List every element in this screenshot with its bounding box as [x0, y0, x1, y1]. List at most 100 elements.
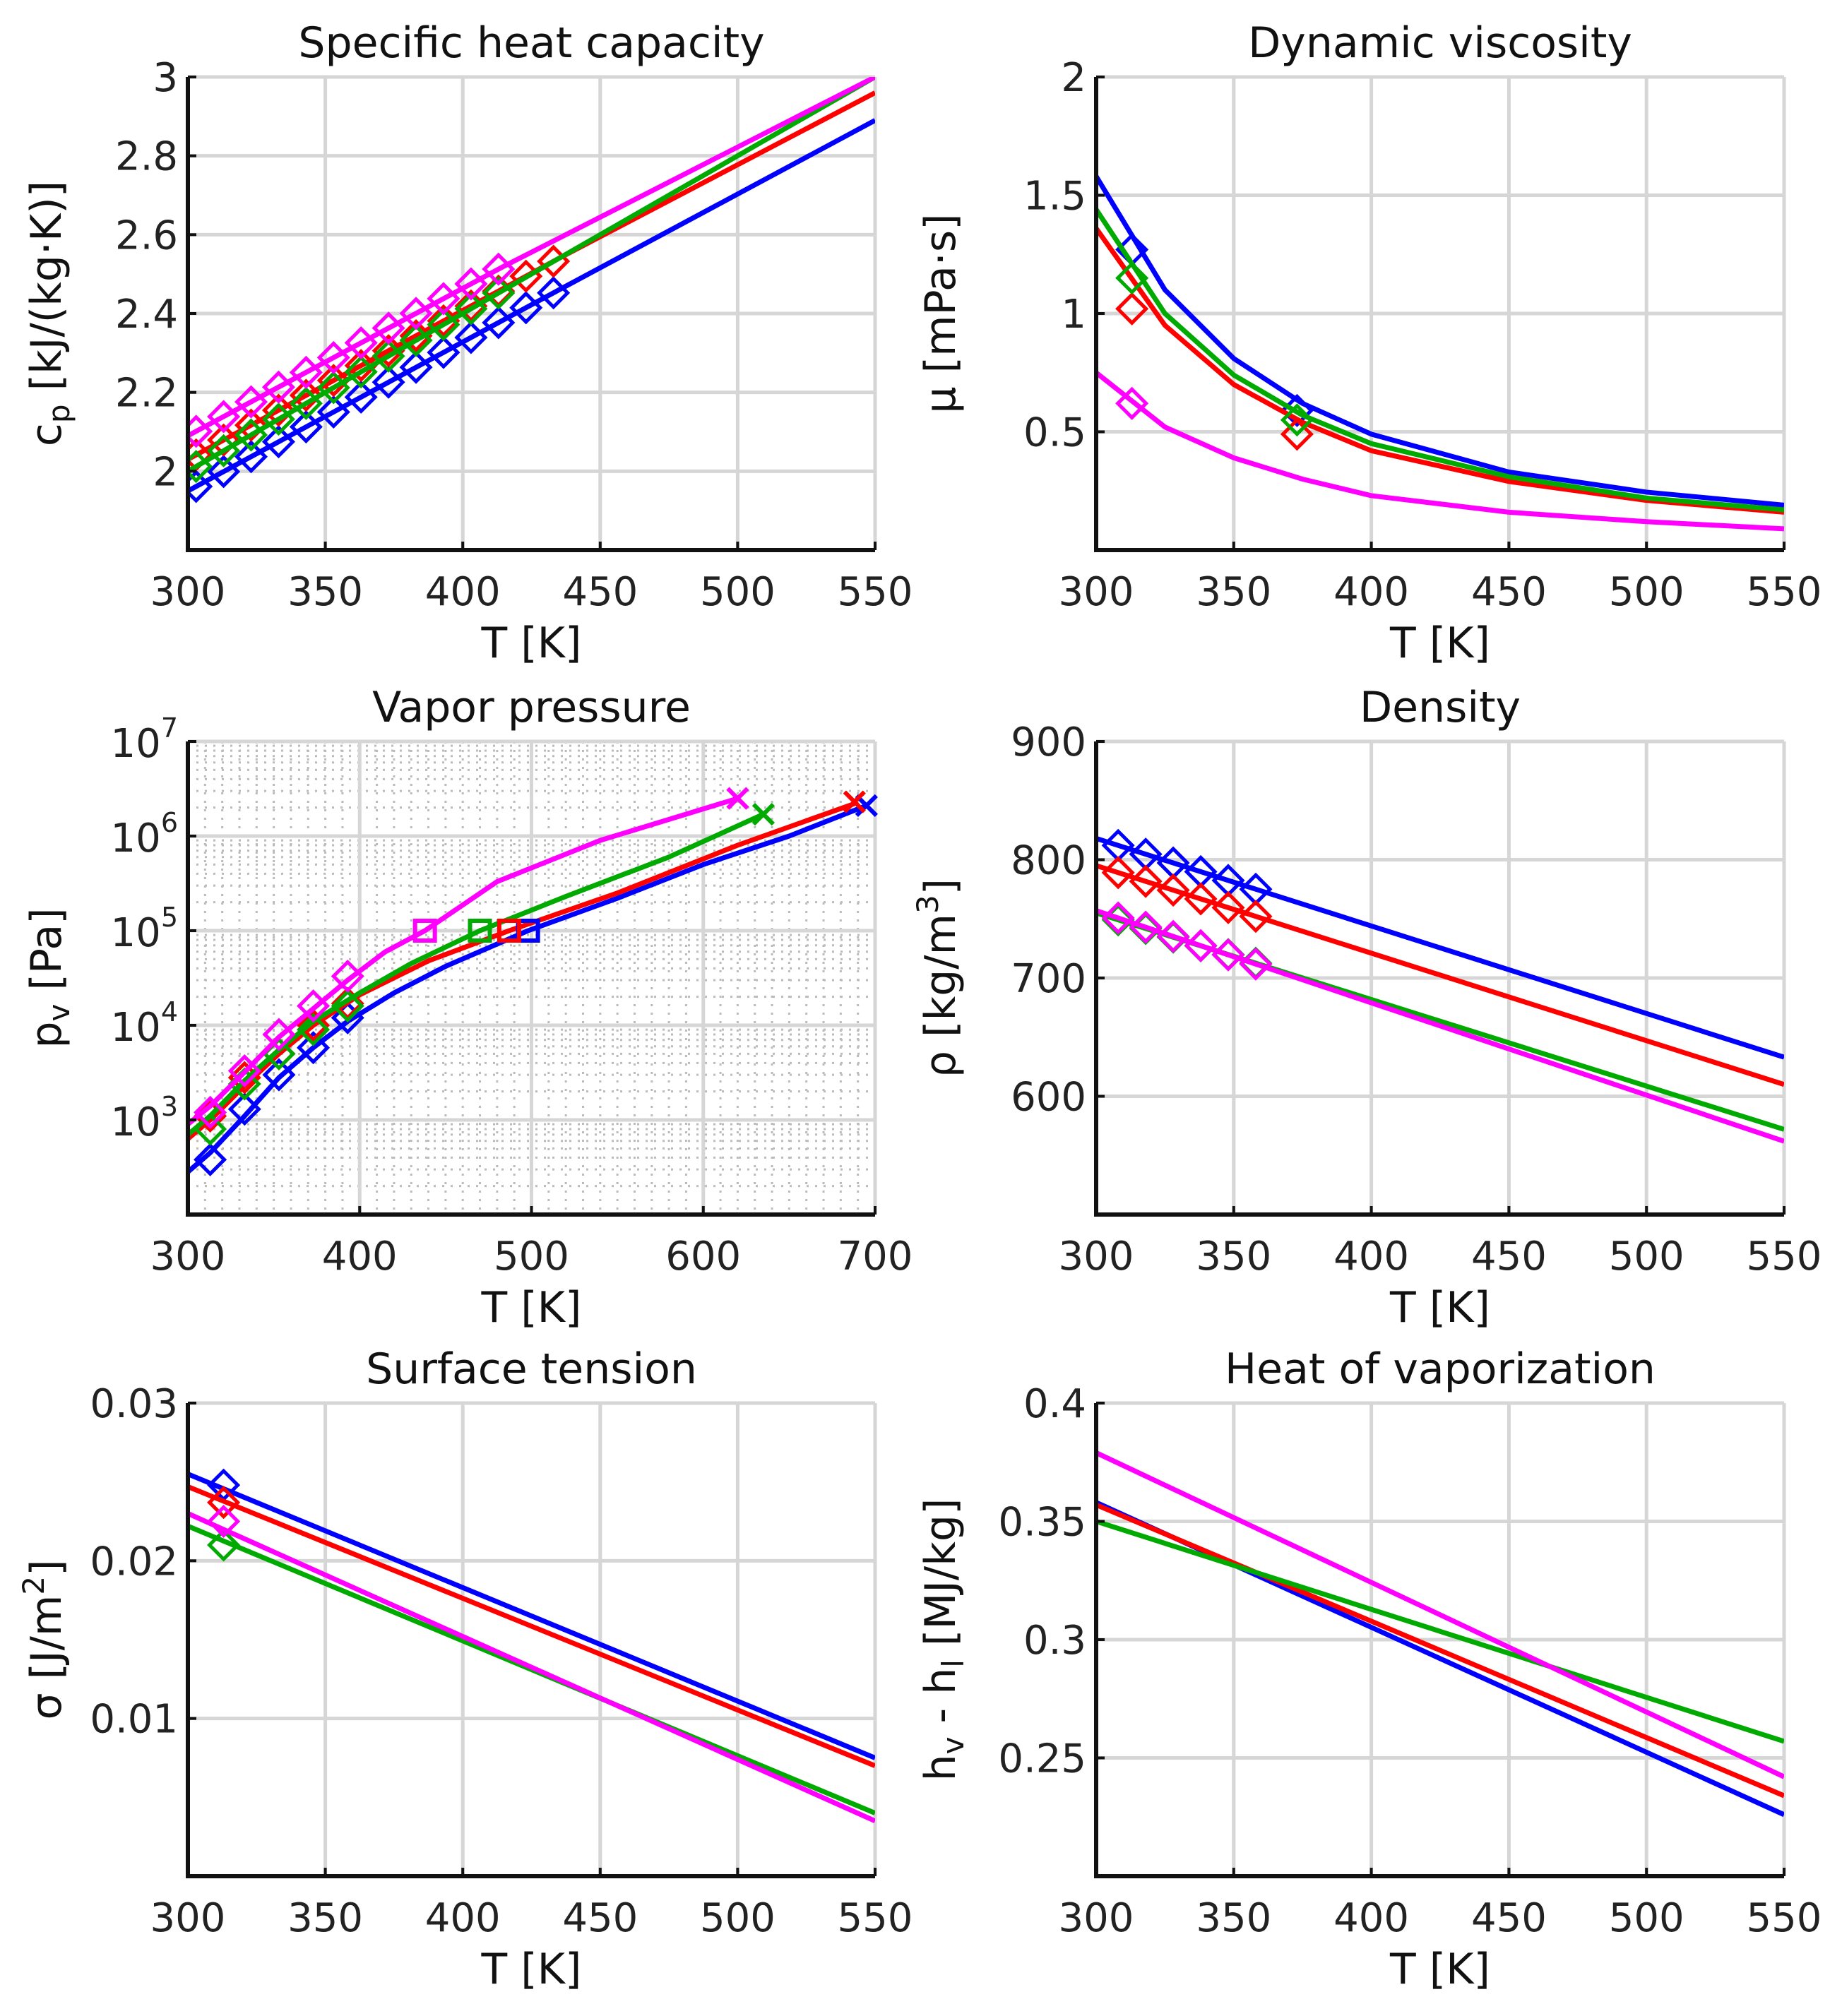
x-tick-label: 500 — [1609, 1895, 1684, 1941]
y-tick-base: 10 — [111, 1005, 161, 1051]
y-axis-label-part: p — [22, 1021, 71, 1048]
square-marker-magenta — [412, 919, 437, 943]
x-tick-label: 300 — [150, 1895, 226, 1941]
y-axis-label-part: [kJ/(kg·K)] — [22, 181, 71, 405]
y-axis-label-part: [MJ/kg] — [916, 1498, 965, 1659]
x-tick-label: 550 — [1747, 1234, 1822, 1280]
y-tick-base: 10 — [111, 1099, 161, 1145]
series-line-red — [1096, 227, 1784, 515]
y-axis-label-part: - h — [916, 1668, 965, 1737]
x-tick-label: 450 — [1471, 569, 1547, 615]
plot-area — [188, 796, 868, 1176]
chart-title: Heat of vaporization — [1225, 1344, 1656, 1394]
y-tick-label: 0.4 — [1023, 1381, 1086, 1427]
chart-panel-heat-of-vaporization: 300 350 400 450 500 550 0.25 0.3 0.35 0.4 Heat of … — [916, 1344, 1822, 1994]
diamond-marker-magenta — [194, 1095, 227, 1129]
y-tick-label: 0.35 — [998, 1500, 1086, 1546]
series-line-blue — [1096, 174, 1784, 508]
y-axis-label-part: [Pa] — [22, 907, 71, 1003]
x-tick-label: 550 — [838, 1895, 913, 1941]
series-line-blue — [188, 803, 868, 1174]
y-tick-label: 2.2 — [115, 371, 178, 417]
x-tick-label: 500 — [700, 569, 776, 615]
y-tick-exponent: 4 — [161, 996, 178, 1027]
diamond-marker-red — [1280, 417, 1314, 451]
series-line-magenta — [1096, 371, 1784, 532]
x-axis-label: T [K] — [481, 619, 582, 668]
series-line-green — [1096, 1519, 1784, 1744]
series-line-green — [188, 77, 875, 474]
y-tick-label: 2.4 — [115, 292, 178, 338]
x-tick-label: 400 — [425, 1895, 501, 1941]
x-axis-label: T [K] — [1389, 1283, 1490, 1332]
y-tick-label: 3 — [153, 55, 178, 101]
y-tick-label: 900 — [1011, 720, 1086, 765]
y-tick-label: 104 — [111, 996, 178, 1051]
y-tick-exponent: 3 — [161, 1091, 178, 1122]
x-tick-label: 300 — [150, 1234, 226, 1280]
y-axis-label-part: v — [936, 1737, 970, 1755]
diamond-marker-green — [297, 1013, 331, 1046]
chart-title: Vapor pressure — [372, 683, 691, 732]
diamond-marker-green — [331, 989, 364, 1023]
y-tick-label: 0.25 — [998, 1736, 1086, 1782]
x-axis-label: T [K] — [481, 1283, 582, 1332]
x-tick-label: 450 — [562, 569, 638, 615]
y-tick-label: 700 — [1011, 956, 1086, 1002]
y-tick-label: 0.03 — [90, 1381, 178, 1427]
x-tick-label: 500 — [1609, 1234, 1684, 1280]
y-tick-label: 1.5 — [1023, 174, 1086, 220]
x-tick-label: 500 — [700, 1895, 776, 1941]
series-line-green — [188, 811, 765, 1137]
chart-panel-density: 300 350 400 450 500 550 600 700 800 900 Density T [… — [910, 683, 1822, 1332]
diamond-marker-magenta — [227, 1054, 261, 1088]
series-line-red — [188, 1484, 875, 1768]
y-axis-label-part: ρ [kg/m — [916, 914, 965, 1078]
plot-area — [1096, 1450, 1784, 1818]
x-tick-label: 600 — [665, 1234, 741, 1280]
chart-title: Density — [1360, 683, 1521, 732]
x-tick-label: 350 — [287, 1895, 363, 1941]
chart-panel-specific-heat-capacity: 300 350 400 450 500 550 2 2.2 2.4 2.6 2.8 3 Specific… — [22, 18, 913, 668]
y-axis-label: ρ [kg/m3] — [910, 878, 965, 1078]
y-tick-label: 2 — [1061, 55, 1086, 101]
series-line-magenta — [188, 1511, 875, 1824]
plot-area — [188, 1468, 875, 1824]
x-tick-label: 450 — [562, 1895, 638, 1941]
x-axis-label: T [K] — [1389, 619, 1490, 668]
diamond-marker-blue — [194, 1143, 227, 1176]
y-axis-label-part: p — [42, 404, 76, 423]
x-tick-label: 300 — [1059, 1234, 1134, 1280]
y-tick-label: 2.6 — [115, 213, 178, 258]
y-tick-base: 10 — [111, 721, 161, 767]
y-axis-label-part: h — [916, 1754, 965, 1781]
series-line-magenta — [188, 796, 739, 1126]
x-tick-label: 400 — [322, 1234, 398, 1280]
x-tick-label: 550 — [1747, 569, 1822, 615]
x-tick-label: 350 — [1196, 1234, 1271, 1280]
chart-title: Specific heat capacity — [298, 18, 764, 68]
y-tick-label: 0.5 — [1023, 410, 1086, 456]
series-line-magenta — [1096, 908, 1784, 1144]
y-axis-label: cp [kJ/(kg·K)] — [22, 181, 76, 446]
y-axis-label-part: v — [42, 1004, 76, 1022]
diamond-marker-red — [1115, 292, 1149, 326]
x-axis-label: T [K] — [481, 1945, 582, 1994]
square-marker-green — [468, 919, 492, 943]
y-tick-exponent: 7 — [161, 712, 178, 744]
plot-area — [1096, 174, 1784, 532]
x-tick-label: 450 — [1471, 1234, 1547, 1280]
y-tick-label: 1 — [1061, 292, 1086, 338]
chart-panel-dynamic-viscosity: 300 350 400 450 500 550 0.5 1 1.5 2 Dynamic viscos… — [916, 18, 1822, 668]
y-tick-label: 0.02 — [90, 1539, 178, 1585]
y-tick-label: 2 — [153, 449, 178, 495]
y-axis-label: pv [Pa] — [22, 907, 76, 1048]
y-axis-label: μ [mPa·s] — [916, 213, 965, 413]
x-tick-label: 300 — [150, 569, 226, 615]
x-tick-label: 400 — [1333, 1234, 1409, 1280]
x-tick-label: 400 — [1333, 1895, 1409, 1941]
y-tick-label: 0.01 — [90, 1697, 178, 1743]
y-axis-label-part: 2 — [16, 1576, 51, 1595]
y-tick-label: 0.3 — [1023, 1618, 1086, 1664]
